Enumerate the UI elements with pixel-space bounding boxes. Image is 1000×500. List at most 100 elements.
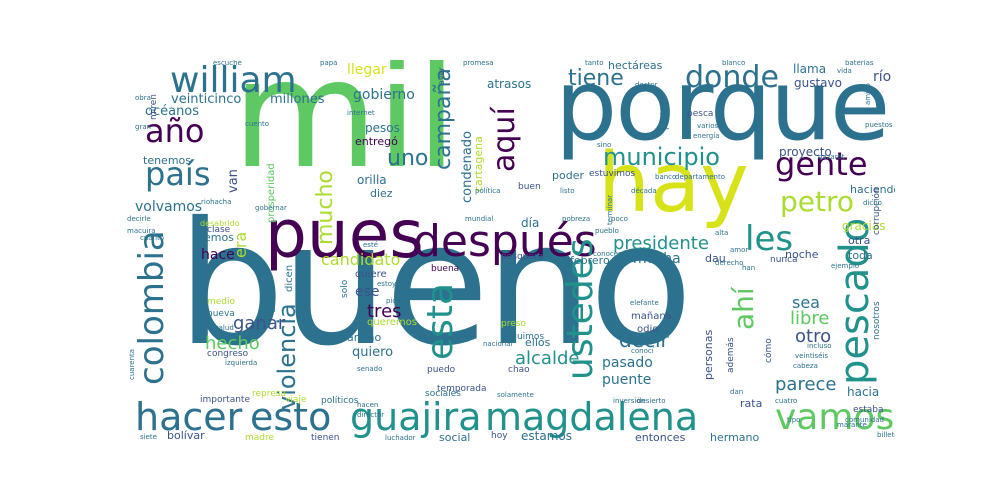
word-ejemplo: ejemplo: [831, 262, 860, 270]
word-congreso: congreso: [207, 349, 249, 359]
word-puente: puente: [602, 372, 652, 388]
word-conocen: conocen: [593, 250, 623, 258]
word-millones: millones: [270, 92, 325, 107]
word-dan: dan: [730, 388, 744, 396]
word-ademas: además: [726, 337, 736, 373]
word-hectareas: hectáreas: [608, 60, 663, 72]
word-siete: siete: [140, 433, 157, 441]
word-cartagena: cartagena: [472, 136, 485, 192]
word-este: esté: [363, 241, 379, 249]
word-queremos: queremos: [367, 317, 417, 328]
word-conoci: conocí: [631, 347, 654, 355]
word-ayer: ayer: [437, 67, 446, 85]
word-volvamos: volvamos: [135, 199, 203, 215]
word-politica: política: [475, 187, 501, 195]
word-ano: año: [145, 112, 205, 150]
word-cuarenta: cuarenta: [128, 348, 136, 380]
word-nosotros: nosotros: [872, 301, 882, 340]
word-hecho: hecho: [205, 333, 260, 354]
word-salud: salud: [215, 324, 234, 332]
word-nueva: nueva: [207, 309, 235, 319]
word-manana: mañana: [631, 311, 672, 322]
word-baterias: baterías: [845, 60, 874, 67]
word-cloud: bueno mil porque hay pues después magdal…: [125, 60, 895, 445]
word-tres: tres: [367, 301, 402, 322]
word-llegar: llegar: [347, 62, 387, 78]
word-haciendo: haciendo: [850, 183, 895, 196]
word-rio: río: [873, 69, 892, 85]
word-viaje: viaje: [285, 395, 307, 405]
word-ese: ese: [355, 284, 380, 300]
word-orilla: orilla: [357, 173, 387, 187]
word-buen: buen: [518, 182, 541, 192]
word-luchador: luchador: [385, 434, 416, 442]
word-guajira: guajira: [350, 395, 482, 439]
word-hoy: hoy: [491, 431, 508, 441]
word-esta: esta: [420, 282, 461, 360]
word-hemos: hemos: [197, 231, 234, 244]
word-pueblo: pueblo: [595, 227, 619, 235]
word-poder: poder: [552, 169, 584, 182]
word-dicen: dicen: [284, 264, 295, 292]
word-sea: sea: [792, 293, 820, 312]
word-estuvimos: estuvimos: [589, 169, 636, 179]
word-dau: dau: [705, 252, 726, 265]
word-tiene: tiene: [568, 66, 624, 91]
word-macuira: macuira: [127, 227, 156, 235]
word-aqui: aquí: [487, 107, 522, 172]
word-hacer: hacer: [135, 395, 243, 439]
word-hermano: hermano: [710, 431, 760, 444]
word-chao: chao: [508, 365, 530, 375]
word-tanto: tanto: [585, 60, 604, 67]
word-pesca: pesca: [687, 109, 714, 119]
word-seguimos: seguimos: [501, 332, 545, 342]
word-toda: toda: [848, 249, 873, 262]
word-nunca: nunca: [770, 255, 798, 265]
word-cuatro: cuatro: [775, 397, 798, 405]
word-otra: otra: [848, 234, 871, 247]
word-otro: otro: [795, 326, 832, 347]
word-cabeza: cabeza: [793, 362, 818, 370]
word-solamente: solamente: [497, 391, 534, 399]
word-tienen: tienen: [311, 433, 340, 443]
word-quiero: quiero: [352, 345, 394, 360]
word-pico: pico: [386, 297, 401, 305]
word-temporada: temporada: [437, 384, 487, 394]
word-desabrido: desabrido: [200, 219, 240, 228]
word-gracias: gracias: [842, 219, 886, 233]
word-alta: alta: [715, 229, 729, 237]
word-varios: varios: [697, 122, 719, 130]
word-hacia: hacia: [847, 385, 880, 399]
word-alcalde: alcalde: [515, 348, 580, 369]
word-billete: billete: [877, 431, 895, 439]
word-escuche: escuché: [213, 60, 242, 67]
word-derecho: derecho: [715, 259, 744, 267]
word-decir: decir: [619, 328, 669, 352]
word-departamento: departamento: [675, 173, 725, 181]
word-personas: personas: [702, 329, 715, 380]
word-marante: marante: [837, 421, 867, 429]
word-senado: senado: [357, 365, 383, 373]
word-rata: rata: [740, 397, 763, 410]
word-sociales: sociales: [425, 389, 461, 399]
word-riohacha: riohacha: [201, 198, 232, 206]
word-banco: banco: [655, 173, 677, 181]
word-social: social: [439, 431, 471, 444]
word-decada: década: [631, 187, 657, 195]
word-candidato: candidato: [321, 250, 401, 269]
word-estaba: estaba: [853, 405, 884, 415]
word-estoy: estoy: [377, 280, 397, 288]
word-esto: esto: [250, 395, 332, 439]
word-periodo: periodo: [660, 95, 670, 130]
word-buena: buena: [431, 264, 460, 274]
word-solo: solo: [340, 279, 350, 298]
word-puedo: puedo: [427, 365, 456, 375]
word-cuanto: cuanto: [140, 234, 165, 242]
word-blanco: blanco: [722, 60, 746, 67]
word-pobreza: pobreza: [562, 215, 591, 223]
word-nazaret: nazaret: [818, 153, 845, 161]
word-izquierda: izquierda: [225, 359, 258, 367]
word-vida: vida: [837, 67, 852, 75]
word-puestos: puestos: [865, 121, 893, 129]
word-vamos: vamos: [775, 397, 895, 438]
